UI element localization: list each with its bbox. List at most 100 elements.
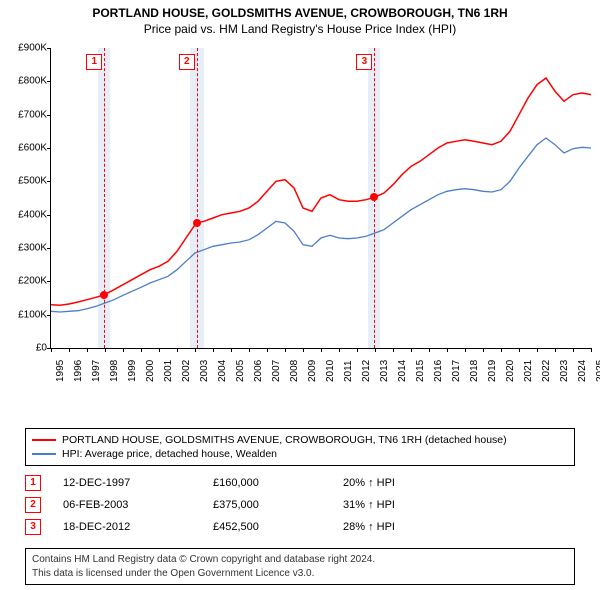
- y-axis-label: £800K: [3, 76, 47, 87]
- price-marker: [100, 291, 108, 299]
- table-row: 2 06-FEB-2003 £375,000 31% ↑ HPI: [25, 494, 575, 516]
- table-row: 1 12-DEC-1997 £160,000 20% ↑ HPI: [25, 472, 575, 494]
- x-tick: [213, 348, 214, 352]
- x-tick: [501, 348, 502, 352]
- x-tick: [411, 348, 412, 352]
- x-axis-label: 2017: [451, 360, 462, 382]
- table-row: 3 18-DEC-2012 £452,500 28% ↑ HPI: [25, 516, 575, 538]
- x-tick: [285, 348, 286, 352]
- y-axis-label: £0: [3, 343, 47, 354]
- x-axis-label: 1996: [73, 360, 84, 382]
- footer-line: Contains HM Land Registry data © Crown c…: [32, 553, 568, 567]
- reference-badge: 1: [86, 54, 102, 70]
- x-axis-label: 2004: [217, 360, 228, 382]
- row-date: 18-DEC-2012: [63, 521, 213, 533]
- row-date: 12-DEC-1997: [63, 477, 213, 489]
- chart-area: £0£100K£200K£300K£400K£500K£600K£700K£80…: [50, 48, 590, 388]
- x-tick: [177, 348, 178, 352]
- y-axis-label: £900K: [3, 43, 47, 54]
- series-property: [51, 78, 591, 305]
- price-marker: [370, 193, 378, 201]
- x-tick: [249, 348, 250, 352]
- x-tick: [159, 348, 160, 352]
- legend: PORTLAND HOUSE, GOLDSMITHS AVENUE, CROWB…: [25, 428, 575, 466]
- x-tick: [465, 348, 466, 352]
- x-tick: [519, 348, 520, 352]
- x-tick: [231, 348, 232, 352]
- y-tick: [47, 315, 51, 316]
- x-tick: [573, 348, 574, 352]
- x-axis-label: 2025: [595, 360, 600, 382]
- x-axis-label: 2007: [271, 360, 282, 382]
- x-tick: [303, 348, 304, 352]
- x-axis-label: 2012: [361, 360, 372, 382]
- x-axis-label: 2018: [469, 360, 480, 382]
- y-tick: [47, 215, 51, 216]
- y-tick: [47, 281, 51, 282]
- row-pct: 28% ↑ HPI: [343, 521, 463, 533]
- x-tick: [447, 348, 448, 352]
- reference-badge: 3: [356, 54, 372, 70]
- legend-label: HPI: Average price, detached house, Weal…: [62, 448, 277, 460]
- x-axis-label: 2024: [577, 360, 588, 382]
- x-axis-label: 2001: [163, 360, 174, 382]
- x-axis-label: 2013: [379, 360, 390, 382]
- x-axis-label: 2005: [235, 360, 246, 382]
- x-tick: [87, 348, 88, 352]
- x-tick: [69, 348, 70, 352]
- row-badge: 2: [25, 497, 41, 513]
- row-price: £375,000: [213, 499, 343, 511]
- y-tick: [47, 248, 51, 249]
- footer-line: This data is licensed under the Open Gov…: [32, 567, 568, 581]
- x-axis-label: 1999: [127, 360, 138, 382]
- reference-line: [104, 48, 105, 348]
- transaction-table: 1 12-DEC-1997 £160,000 20% ↑ HPI 2 06-FE…: [25, 472, 575, 538]
- x-tick: [483, 348, 484, 352]
- y-tick: [47, 48, 51, 49]
- x-tick: [123, 348, 124, 352]
- legend-swatch: [32, 453, 56, 455]
- x-tick: [429, 348, 430, 352]
- chart-container: PORTLAND HOUSE, GOLDSMITHS AVENUE, CROWB…: [0, 0, 600, 590]
- y-axis-label: £700K: [3, 109, 47, 120]
- row-price: £452,500: [213, 521, 343, 533]
- y-tick: [47, 181, 51, 182]
- x-axis-label: 2010: [325, 360, 336, 382]
- line-svg: [51, 48, 591, 348]
- y-tick: [47, 81, 51, 82]
- price-marker: [193, 219, 201, 227]
- chart-title: PORTLAND HOUSE, GOLDSMITHS AVENUE, CROWB…: [0, 0, 600, 20]
- row-badge: 1: [25, 475, 41, 491]
- x-axis-label: 2019: [487, 360, 498, 382]
- reference-badge: 2: [179, 54, 195, 70]
- x-axis-label: 1997: [91, 360, 102, 382]
- x-axis-label: 2014: [397, 360, 408, 382]
- x-tick: [321, 348, 322, 352]
- x-tick: [555, 348, 556, 352]
- x-tick: [537, 348, 538, 352]
- row-date: 06-FEB-2003: [63, 499, 213, 511]
- x-tick: [267, 348, 268, 352]
- x-tick: [393, 348, 394, 352]
- row-price: £160,000: [213, 477, 343, 489]
- x-axis-label: 2022: [541, 360, 552, 382]
- x-tick: [195, 348, 196, 352]
- x-axis-label: 2015: [415, 360, 426, 382]
- x-tick: [357, 348, 358, 352]
- y-tick: [47, 148, 51, 149]
- x-axis-label: 2003: [199, 360, 210, 382]
- legend-item: PORTLAND HOUSE, GOLDSMITHS AVENUE, CROWB…: [32, 433, 568, 447]
- row-pct: 31% ↑ HPI: [343, 499, 463, 511]
- x-tick: [591, 348, 592, 352]
- y-axis-label: £200K: [3, 276, 47, 287]
- x-axis-label: 2008: [289, 360, 300, 382]
- row-pct: 20% ↑ HPI: [343, 477, 463, 489]
- x-axis-label: 2020: [505, 360, 516, 382]
- y-axis-label: £400K: [3, 209, 47, 220]
- x-axis-label: 2000: [145, 360, 156, 382]
- row-badge: 3: [25, 519, 41, 535]
- plot-region: £0£100K£200K£300K£400K£500K£600K£700K£80…: [50, 48, 591, 349]
- y-axis-label: £300K: [3, 243, 47, 254]
- y-axis-label: £100K: [3, 309, 47, 320]
- legend-item: HPI: Average price, detached house, Weal…: [32, 447, 568, 461]
